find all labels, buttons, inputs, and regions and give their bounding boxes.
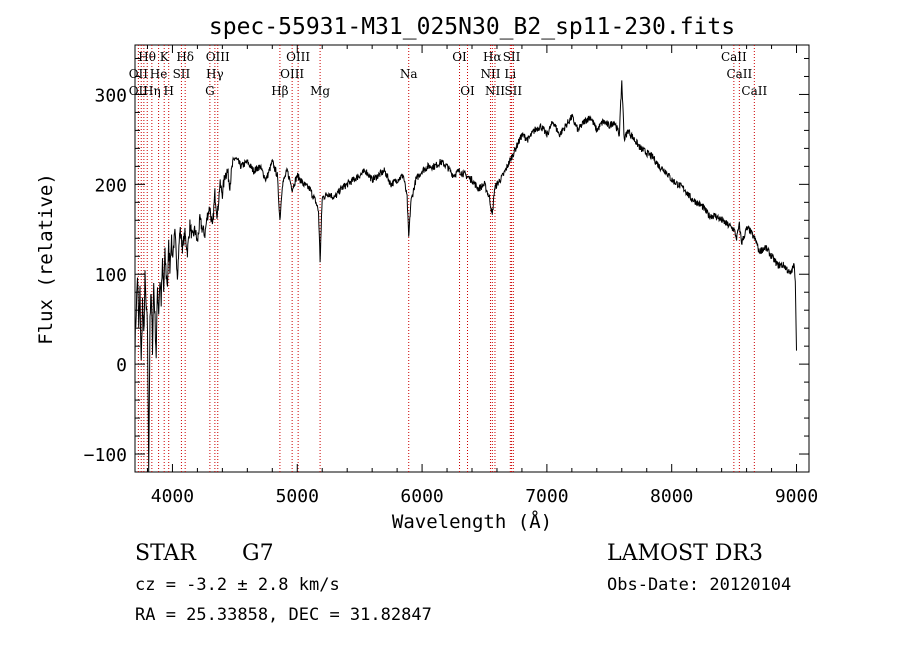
y-axis-label: Flux (relative) xyxy=(35,173,57,345)
object-class: STAR xyxy=(135,541,197,566)
line-label: OII xyxy=(129,67,149,81)
line-label: OIII xyxy=(280,67,304,81)
line-label: OIII xyxy=(286,50,310,64)
line-label: OI xyxy=(452,50,467,64)
x-tick-label: 7000 xyxy=(525,486,568,507)
y-axis-ticks: −100 0 100 200 300 xyxy=(84,57,809,466)
chart-title: spec-55931-M31_025N30_B2_sp11-230.fits xyxy=(209,14,735,40)
line-label: OI xyxy=(460,84,475,98)
line-label: G xyxy=(205,84,215,98)
line-label: NII xyxy=(485,84,505,98)
line-label: H xyxy=(163,84,173,98)
line-label: Li xyxy=(504,67,516,81)
obs-date: Obs-Date: 20120104 xyxy=(607,575,791,595)
y-tick-label: 300 xyxy=(94,85,127,106)
line-label: CaII xyxy=(741,84,767,98)
line-label: CaII xyxy=(726,67,752,81)
x-tick-label: 6000 xyxy=(400,486,443,507)
x-tick-label: 9000 xyxy=(775,486,818,507)
x-tick-label: 8000 xyxy=(650,486,693,507)
line-label: OIII xyxy=(206,50,230,64)
x-axis-ticks: 4000 5000 6000 7000 8000 9000 xyxy=(146,45,818,507)
subclass: G7 xyxy=(242,541,274,566)
line-label: SII xyxy=(504,84,522,98)
y-tick-label: 200 xyxy=(94,175,127,196)
line-label: Hθ xyxy=(138,50,156,64)
y-tick-label: 0 xyxy=(116,355,127,376)
x-axis-label: Wavelength (Å) xyxy=(392,510,552,533)
y-tick-label: −100 xyxy=(84,445,127,466)
survey-name: LAMOST DR3 xyxy=(607,541,763,566)
line-label: CaII xyxy=(721,50,747,64)
line-label: K xyxy=(160,50,170,64)
line-label: Hδ xyxy=(176,50,194,64)
spectrum-series-line xyxy=(134,80,797,473)
line-label: Na xyxy=(400,67,418,81)
line-label: Hη xyxy=(143,84,161,98)
line-label: Mg xyxy=(310,84,330,98)
spectral-line-markers xyxy=(137,45,755,472)
line-label: Hβ xyxy=(271,84,288,98)
line-label: NII xyxy=(480,67,500,81)
x-tick-label: 4000 xyxy=(151,486,194,507)
line-label: He xyxy=(150,67,168,81)
redshift-readout: cz = -3.2 ± 2.8 km/s xyxy=(135,575,340,595)
line-label: Hα xyxy=(483,50,502,64)
line-label: SII xyxy=(173,67,191,81)
y-tick-label: 100 xyxy=(94,265,127,286)
x-tick-label: 5000 xyxy=(276,486,319,507)
coordinates: RA = 25.33858, DEC = 31.82847 xyxy=(135,605,432,625)
plot-frame xyxy=(134,44,810,473)
line-label: Hγ xyxy=(206,67,224,81)
line-label: SII xyxy=(503,50,521,64)
